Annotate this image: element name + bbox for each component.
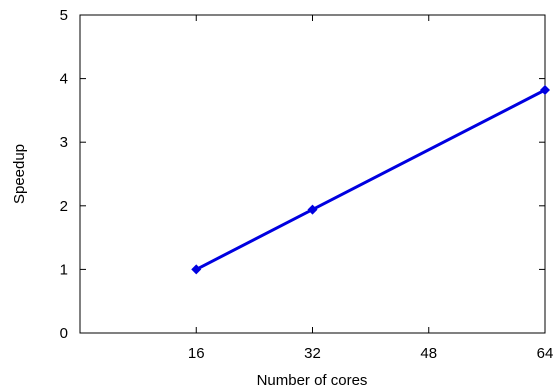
- series-layer: [191, 85, 550, 275]
- plot-frame: [79, 14, 546, 334]
- data-point-marker: [540, 85, 550, 96]
- y-axis: 0 1 2 3 4 5: [60, 7, 545, 342]
- x-tick-label: 32: [304, 345, 321, 362]
- x-axis: 16 32 48 64: [188, 15, 553, 362]
- y-tick-label: 2: [60, 198, 68, 215]
- y-tick-label: 3: [60, 134, 68, 151]
- data-point-marker: [191, 264, 202, 275]
- y-tick-label: 4: [60, 71, 68, 88]
- y-tick-label: 1: [60, 261, 68, 278]
- x-tick-label: 16: [188, 345, 205, 362]
- x-tick-label: 64: [537, 345, 554, 362]
- x-tick-label: 48: [420, 345, 437, 362]
- y-tick-label: 0: [60, 325, 68, 342]
- series-line: [195, 88, 546, 271]
- y-axis-title: Speedup: [11, 144, 28, 204]
- data-point-marker: [307, 204, 318, 215]
- x-axis-title: Number of cores: [257, 372, 368, 389]
- y-tick-label: 5: [60, 7, 68, 24]
